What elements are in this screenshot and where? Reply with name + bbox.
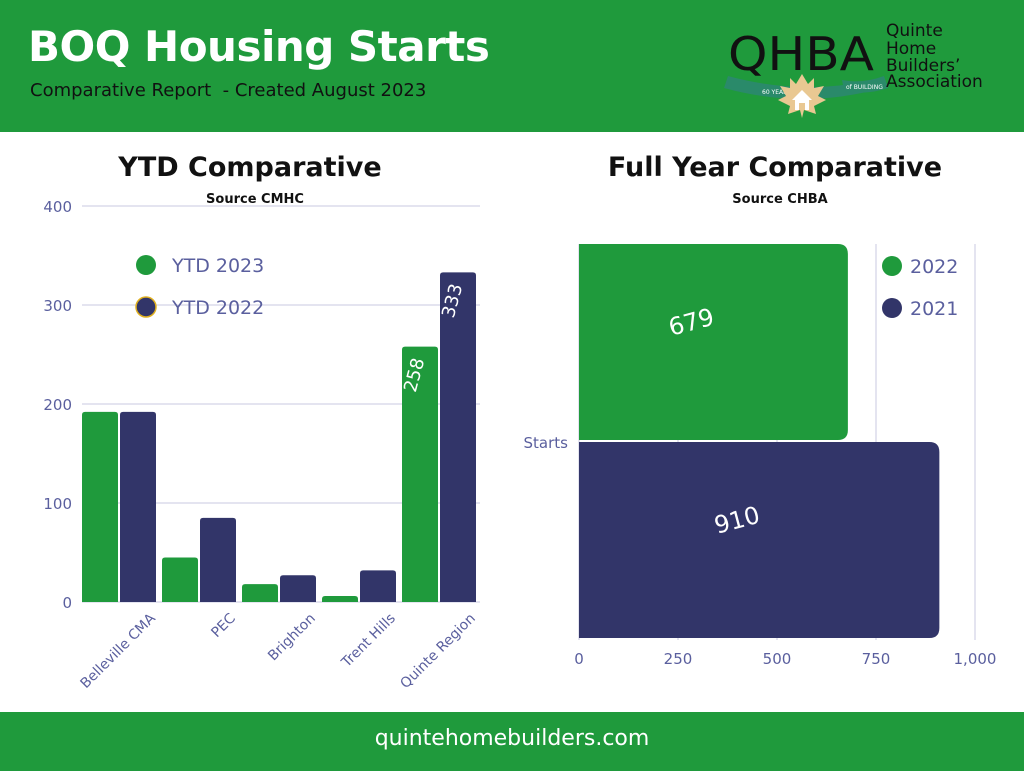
ytd-y-tick-label: 100 — [43, 495, 72, 513]
logo-ribbon-left-text: 60 YEARS — [762, 89, 791, 96]
logo-ribbon-right — [842, 76, 888, 93]
fy-x-tick-label: 500 — [763, 650, 792, 668]
page-subtitle: Comparative Report - Created August 2023 — [30, 80, 427, 101]
full-year-chart-title: Full Year Comparative — [607, 152, 943, 183]
fy-legend-marker — [882, 256, 902, 276]
fy-legend-label: 2021 — [910, 298, 958, 320]
ytd-y-tick-label: 400 — [43, 198, 72, 216]
ytd-x-tick-label: Brighton — [265, 611, 319, 665]
fy-x-tick-label: 0 — [574, 650, 584, 668]
fy-y-category-label: Starts — [524, 434, 569, 452]
ytd-x-tick-label: PEC — [208, 610, 239, 641]
ytd-legend-marker — [135, 296, 157, 318]
ytd-legend-label: YTD 2022 — [171, 297, 264, 319]
ytd-comparative-chart: 0 100 200 300 400 Belleville CMA PEC Brighton Tr… — [43, 198, 480, 692]
full-year-chart-source: Source CHBA — [732, 192, 828, 207]
logo-name-line-1: Quinte — [886, 21, 943, 41]
fy-legend-marker — [882, 298, 902, 318]
fy-bar-2022 — [579, 244, 848, 440]
ytd-bar-ytd2023 — [402, 346, 438, 602]
logo-ribbon-right-text: of BUILDING — [846, 84, 883, 91]
ytd-y-tick-label: 0 — [62, 594, 72, 612]
qhba-logo: 60 YEARS of BUILDING QHBA Quinte Home Bu… — [724, 21, 983, 118]
ytd-bar-ytd2023 — [162, 557, 198, 602]
logo-name-line-3: Builders’ — [886, 56, 960, 76]
ytd-chart-source: Source CMHC — [206, 192, 304, 207]
ytd-bar-ytd2023 — [322, 596, 358, 602]
page-title: BOQ Housing Starts — [28, 22, 490, 71]
ytd-bar-ytd2023 — [82, 411, 118, 602]
ytd-legend-marker — [136, 255, 156, 275]
ytd-y-tick-label: 200 — [43, 396, 72, 414]
ytd-bar-ytd2023 — [242, 584, 278, 602]
ytd-bar-ytd2022 — [200, 517, 236, 602]
logo-monogram: QHBA — [728, 27, 875, 81]
ytd-bar-ytd2022 — [120, 411, 156, 602]
ytd-y-tick-label: 300 — [43, 297, 72, 315]
ytd-x-tick-label: Belleville CMA — [77, 610, 159, 692]
ytd-bar-ytd2022 — [440, 272, 476, 602]
ytd-x-tick-label: Quinte Region — [397, 611, 478, 692]
ytd-bar-ytd2022 — [280, 575, 316, 602]
fy-legend-label: 2022 — [910, 256, 958, 278]
ytd-chart-title: YTD Comparative — [118, 152, 382, 183]
footer-banner: quintehomebuilders.com — [0, 712, 1024, 771]
ytd-legend-label: YTD 2023 — [171, 255, 264, 277]
fy-x-tick-label: 750 — [862, 650, 891, 668]
maple-leaf-house-icon — [778, 74, 826, 118]
ytd-x-tick-label: Trent Hills — [338, 611, 399, 672]
logo-name-line-4: Association — [886, 72, 983, 92]
header-banner: BOQ Housing Starts Comparative Report - … — [0, 0, 1024, 132]
footer-website-link[interactable]: quintehomebuilders.com — [374, 726, 650, 751]
fy-x-tick-label: 250 — [664, 650, 693, 668]
fy-x-tick-label: 1,000 — [954, 650, 997, 668]
fy-bar-2021 — [579, 442, 940, 638]
ytd-bar-ytd2022 — [360, 570, 396, 602]
logo-name-line-2: Home — [886, 39, 936, 59]
